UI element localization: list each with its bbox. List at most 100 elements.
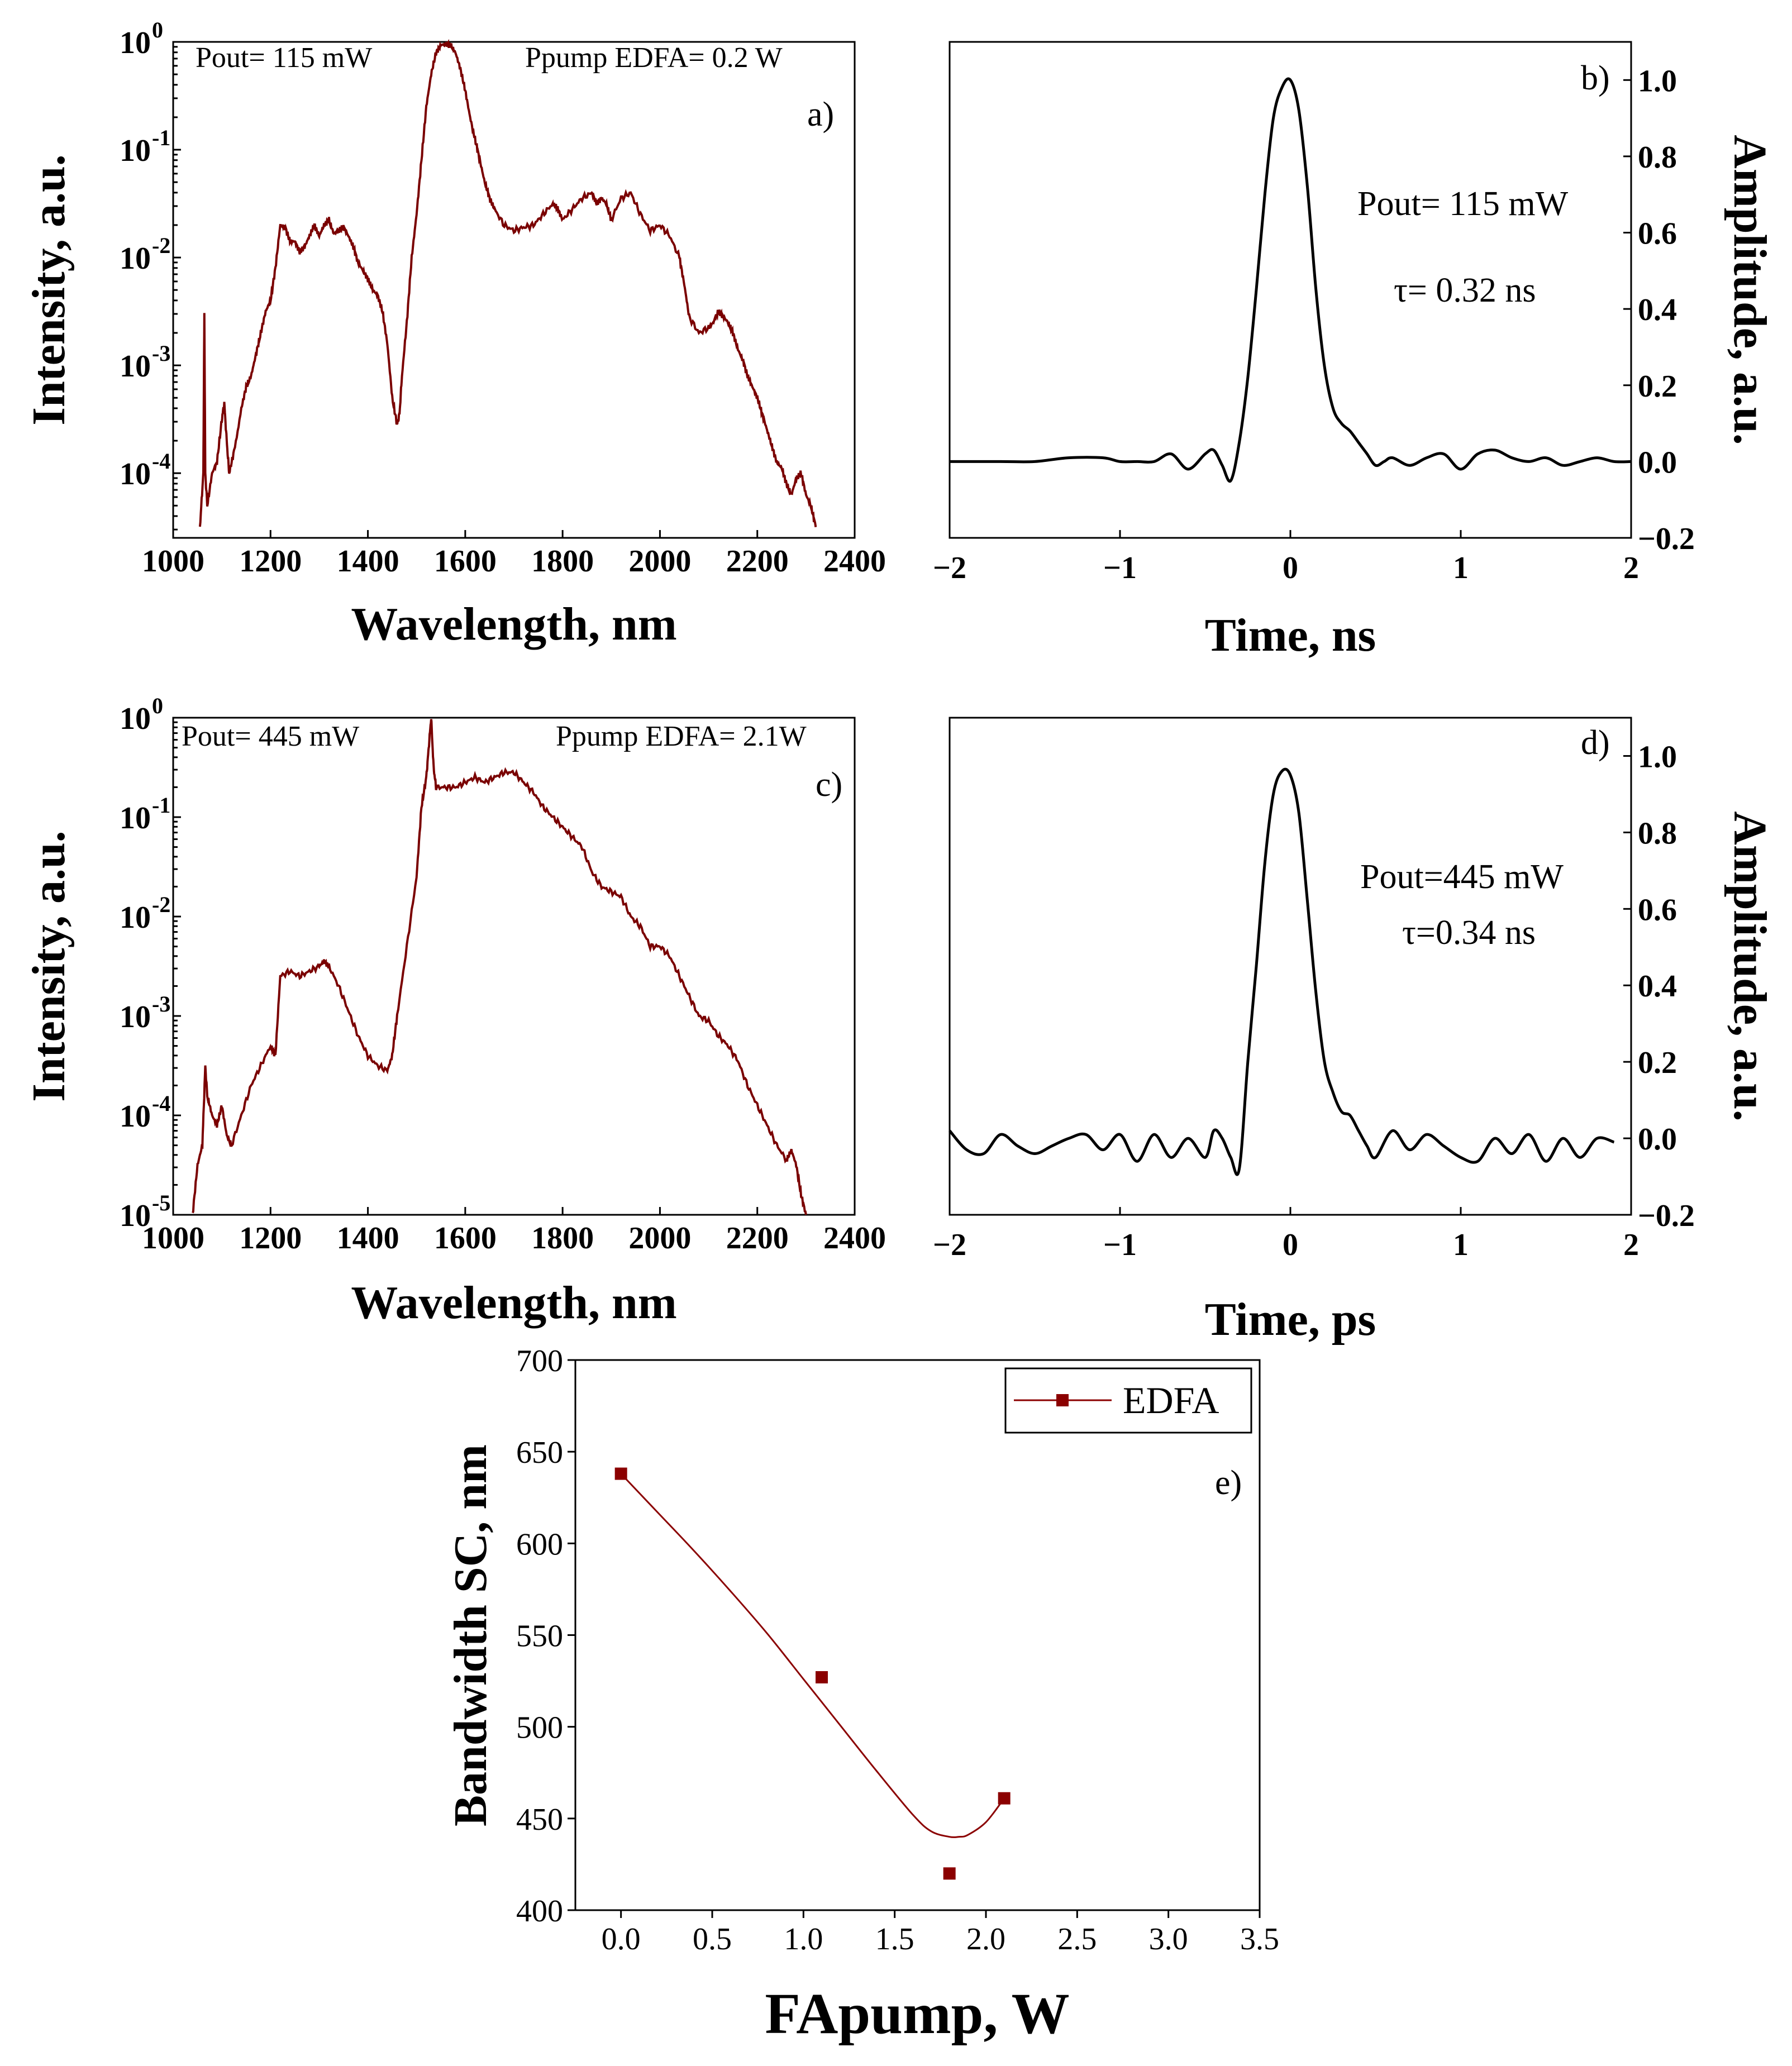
panel-c-x-axis-label: Wavelength, nm: [351, 1277, 676, 1329]
y-tick-label: −0.2: [1638, 522, 1695, 556]
y-tick-label: 0.6: [1638, 217, 1677, 251]
x-tick-label: 2.5: [1057, 1922, 1097, 1957]
y-tick-label: −0.2: [1638, 1199, 1695, 1233]
y-tick-exponent: -2: [152, 892, 170, 917]
panel-e-frame: [574, 1359, 1261, 1911]
x-tick-label: 1000: [142, 1221, 204, 1256]
panel-a-label: a): [807, 96, 834, 133]
y-tick-label: 0.0: [1638, 445, 1677, 480]
x-tick-label: −2: [933, 1228, 966, 1262]
x-tick-label: 1400: [337, 1221, 399, 1256]
y-tick-label: 10: [120, 702, 151, 736]
y-tick-label: 10: [120, 457, 151, 492]
panel-b-pulse-line: [950, 77, 1632, 483]
panel-e-data-points: [614, 1467, 1011, 1880]
panel-d-pulse-445mW: −2 −1 0 1 2 −0.2 0.0 0.2 0.4 0.6 0.8 1.0 d) Pout=4…: [933, 717, 1776, 1345]
panel-c-x-ticks: 1000 1200 1400 1600 1800 2000 2200 2400: [142, 1207, 886, 1256]
panel-c-pout-annotation: Pout= 445 mW: [182, 721, 359, 752]
y-tick-label: 10: [120, 26, 151, 60]
x-tick-label: 2400: [823, 544, 886, 579]
panel-a-x-ticks: 1000 1200 1400 1600 1800 2000 2200 2400: [142, 530, 886, 579]
x-tick-label: 1.5: [875, 1922, 914, 1957]
x-tick-label: 2200: [726, 1221, 789, 1256]
x-tick-label: 1: [1453, 1228, 1469, 1262]
x-tick-label: 1800: [531, 1221, 594, 1256]
panel-d-tau-annotation: τ=0.34 ns: [1402, 914, 1536, 952]
y-tick-exponent: -2: [152, 233, 170, 258]
y-tick-label: 0.6: [1638, 893, 1677, 927]
x-tick-label: 0.5: [693, 1922, 732, 1957]
panel-d-label: d): [1581, 724, 1610, 762]
y-tick-exponent: -5: [152, 1190, 170, 1215]
panel-a-pout-annotation: Pout= 115 mW: [196, 42, 372, 74]
panel-a-frame: [172, 41, 856, 539]
x-tick-label: 1400: [337, 544, 399, 579]
y-tick-exponent: -1: [152, 125, 170, 150]
panel-b-pulse-115mW: −2 −1 0 1 2 −0.2 0.0 0.2 0.4 0.6 0.8 1.0 b) Pout= …: [933, 41, 1776, 661]
y-tick-label: 700: [516, 1344, 563, 1378]
panel-e-bandwidth: 0.0 0.5 1.0 1.5 2.0 2.5 3.0 3.5 400 450 500 550 600…: [445, 1344, 1279, 2046]
y-tick-label: 600: [516, 1527, 563, 1562]
data-point: [998, 1792, 1011, 1805]
x-tick-label: −2: [933, 551, 966, 585]
x-tick-label: 1600: [434, 544, 497, 579]
panel-e-y-axis-label: Bandwidth SC, nm: [445, 1444, 497, 1826]
y-tick-label: 10: [120, 349, 151, 384]
y-tick-label: 10: [120, 1000, 151, 1034]
panel-d-x-axis-label: Time, ps: [1205, 1294, 1376, 1345]
panel-e-label: e): [1215, 1464, 1242, 1502]
y-tick-label: 400: [516, 1894, 563, 1929]
y-tick-label: 0.2: [1638, 1046, 1677, 1080]
panel-d-frame: [949, 717, 1632, 1216]
x-tick-label: 2.0: [966, 1922, 1005, 1957]
panel-b-y-axis-label: Amplitude, a.u.: [1724, 135, 1776, 445]
y-tick-label: 10: [120, 1199, 151, 1233]
panel-a-x-axis-label: Wavelength, nm: [351, 598, 676, 650]
panel-d-pulse-line: [949, 767, 1615, 1176]
y-tick-exponent: 0: [152, 693, 163, 718]
panel-a-y-axis-label: Intensity, a.u.: [23, 154, 75, 425]
panel-b-label: b): [1581, 59, 1610, 97]
x-tick-label: 0: [1283, 1228, 1298, 1262]
x-tick-label: 1800: [531, 544, 594, 579]
y-tick-label: 0.4: [1638, 969, 1677, 1004]
y-tick-label: 550: [516, 1619, 563, 1654]
data-point: [614, 1467, 627, 1480]
y-tick-label: 10: [120, 241, 151, 276]
y-tick-label: 1.0: [1638, 739, 1677, 774]
x-tick-label: −1: [1103, 1228, 1137, 1262]
y-tick-exponent: -3: [152, 341, 170, 366]
y-tick-exponent: -4: [152, 1091, 170, 1116]
x-tick-label: 1600: [434, 1221, 497, 1256]
y-tick-label: 1.0: [1638, 64, 1677, 98]
panel-b-tau-annotation: τ= 0.32 ns: [1394, 271, 1536, 309]
x-tick-label: 0: [1283, 551, 1298, 585]
y-tick-label: 0.4: [1638, 293, 1677, 327]
x-tick-label: 2: [1623, 1228, 1639, 1262]
y-tick-exponent: 0: [152, 17, 163, 42]
x-tick-label: −1: [1103, 551, 1137, 585]
x-tick-label: 1000: [142, 544, 204, 579]
y-tick-label: 450: [516, 1802, 563, 1837]
y-tick-exponent: -4: [152, 448, 170, 474]
x-tick-label: 2400: [823, 1221, 886, 1256]
y-tick-exponent: -1: [152, 793, 170, 818]
y-tick-label: 10: [120, 801, 151, 836]
y-tick-label: 0.8: [1638, 816, 1677, 851]
panel-e-legend-label: EDFA: [1123, 1379, 1219, 1421]
panel-b-x-ticks: −2 −1 0 1 2: [933, 530, 1639, 585]
y-tick-label: 0.2: [1638, 369, 1677, 404]
y-tick-label: 10: [120, 133, 151, 168]
y-tick-exponent: -3: [152, 991, 170, 1017]
panel-e-x-axis-label: FApump, W: [765, 1982, 1069, 2046]
y-tick-label: 650: [516, 1435, 563, 1470]
y-tick-label: 10: [120, 1099, 151, 1134]
x-tick-label: 2000: [628, 1221, 691, 1256]
panel-c-label: c): [816, 766, 842, 804]
panel-c-ppump-annotation: Ppump EDFA= 2.1W: [556, 721, 807, 752]
x-tick-label: 2000: [628, 544, 691, 579]
